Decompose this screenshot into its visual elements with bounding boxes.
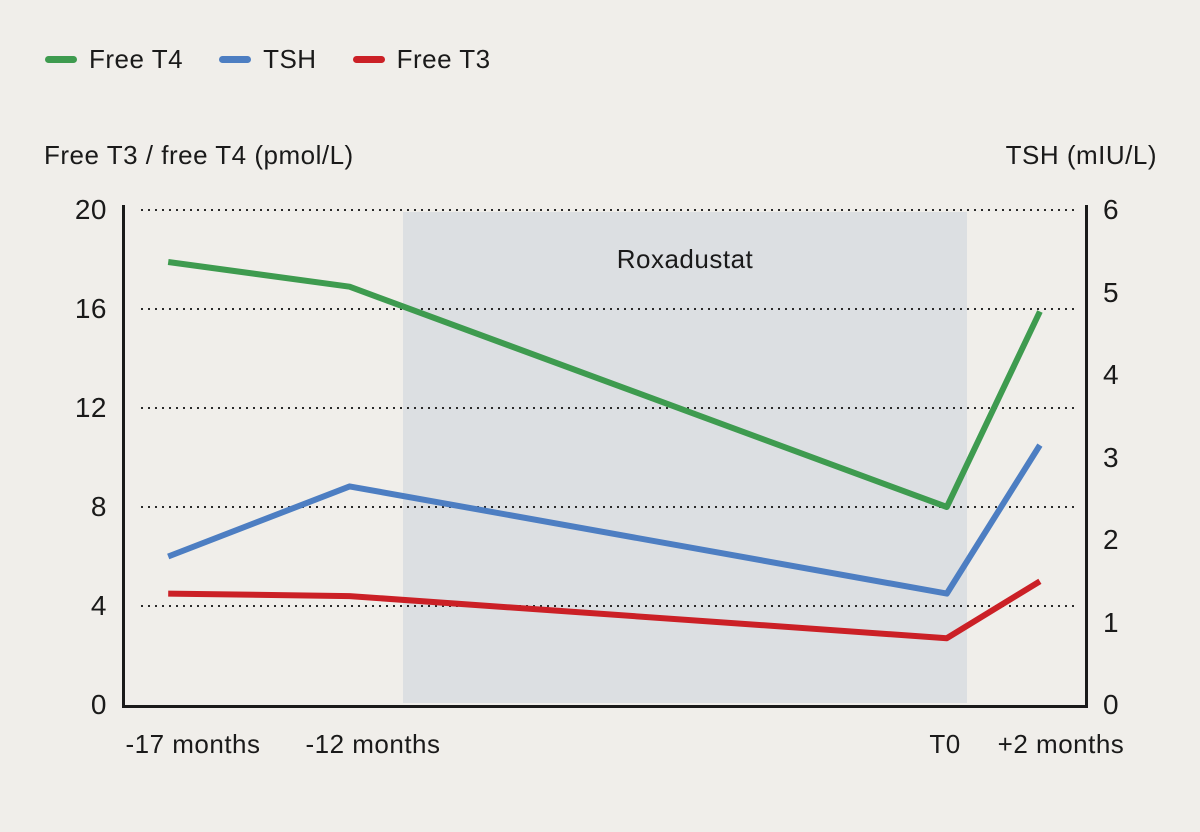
left-tick-12: 12 bbox=[74, 392, 107, 423]
gridline-4 bbox=[141, 605, 1079, 607]
free-t3-line-swatch bbox=[352, 56, 385, 63]
free-t4-line-swatch bbox=[45, 56, 77, 63]
right-tick-4: 4 bbox=[1103, 359, 1120, 390]
series-line-tsh bbox=[167, 443, 1043, 597]
legend-item-tsh: TSH bbox=[219, 44, 317, 75]
xtick-plus-2-months: +2 months bbox=[997, 729, 1125, 759]
right-tick-1: 1 bbox=[1103, 607, 1120, 638]
legend-item-free-t3: Free T3 bbox=[352, 44, 491, 75]
legend-label-free-t4: Free T4 bbox=[89, 44, 184, 74]
xtick-t0: T0 bbox=[929, 729, 961, 759]
roxadustat-band-label: Roxadustat bbox=[616, 244, 754, 274]
series-line-free-t3 bbox=[168, 578, 1042, 642]
left-tick-20: 20 bbox=[74, 194, 107, 225]
gridline-20 bbox=[141, 209, 1079, 211]
legend-item-free-t4: Free T4 bbox=[45, 44, 183, 75]
tsh-line-swatch bbox=[219, 56, 252, 63]
gridline-12 bbox=[141, 407, 1079, 409]
xtick-minus-12-months: -12 months bbox=[305, 729, 441, 759]
right-tick-2: 2 bbox=[1103, 524, 1120, 555]
series-line-free-t4 bbox=[167, 259, 1043, 510]
legend: Free T4 TSH Free T3 bbox=[45, 44, 491, 75]
legend-label-tsh: TSH bbox=[263, 44, 317, 74]
right-tick-5: 5 bbox=[1103, 277, 1120, 308]
legend-label-free-t3: Free T3 bbox=[396, 44, 491, 74]
left-tick-0: 0 bbox=[90, 689, 107, 720]
gridline-8 bbox=[141, 506, 1079, 508]
xtick-minus-17-months: -17 months bbox=[125, 729, 261, 759]
right-tick-0: 0 bbox=[1103, 689, 1120, 720]
right-axis-title: TSH (mIU/L) bbox=[1005, 140, 1157, 170]
right-tick-3: 3 bbox=[1103, 442, 1120, 473]
left-axis-title: Free T3 / free T4 (pmol/L) bbox=[44, 140, 354, 170]
gridline-16 bbox=[141, 308, 1079, 310]
plot-area: Roxadustat bbox=[122, 205, 1088, 708]
left-tick-4: 4 bbox=[90, 590, 107, 621]
left-tick-16: 16 bbox=[74, 293, 107, 324]
right-tick-6: 6 bbox=[1103, 194, 1120, 225]
left-tick-8: 8 bbox=[90, 491, 107, 522]
data-series-lines bbox=[167, 259, 1043, 642]
